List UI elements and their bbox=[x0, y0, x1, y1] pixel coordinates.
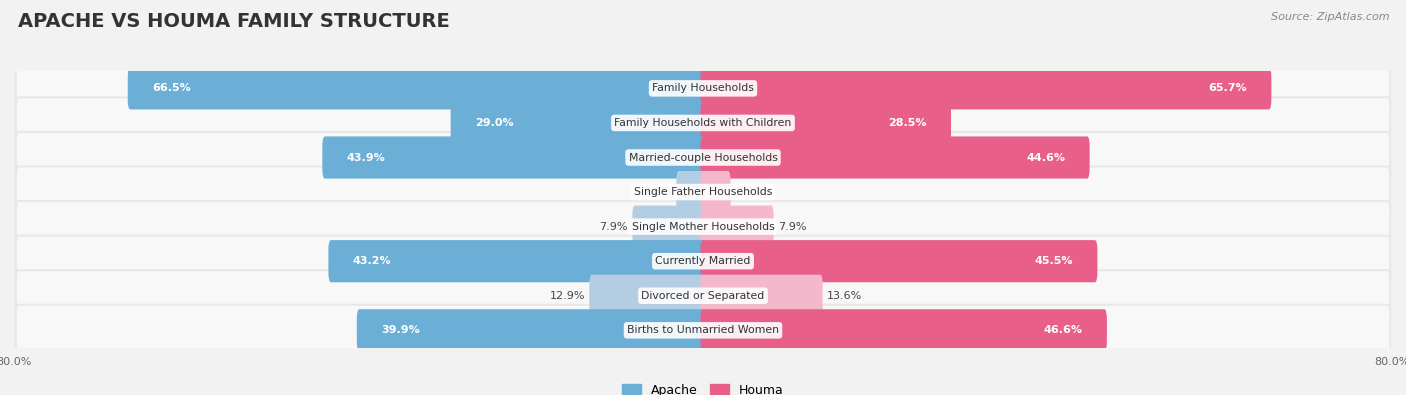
FancyBboxPatch shape bbox=[700, 205, 773, 248]
Text: 13.6%: 13.6% bbox=[827, 291, 862, 301]
FancyBboxPatch shape bbox=[589, 275, 706, 317]
FancyBboxPatch shape bbox=[700, 240, 1098, 282]
Text: 39.9%: 39.9% bbox=[381, 325, 419, 335]
Text: Married-couple Households: Married-couple Households bbox=[628, 152, 778, 162]
Text: 2.9%: 2.9% bbox=[735, 187, 763, 197]
FancyBboxPatch shape bbox=[15, 63, 1391, 114]
Text: Divorced or Separated: Divorced or Separated bbox=[641, 291, 765, 301]
FancyBboxPatch shape bbox=[15, 270, 1391, 322]
Legend: Apache, Houma: Apache, Houma bbox=[617, 379, 789, 395]
Text: 28.5%: 28.5% bbox=[889, 118, 927, 128]
FancyBboxPatch shape bbox=[128, 67, 706, 109]
FancyBboxPatch shape bbox=[700, 275, 823, 317]
Text: Currently Married: Currently Married bbox=[655, 256, 751, 266]
Text: Births to Unmarried Women: Births to Unmarried Women bbox=[627, 325, 779, 335]
Text: 7.9%: 7.9% bbox=[778, 222, 807, 231]
FancyBboxPatch shape bbox=[700, 67, 1271, 109]
FancyBboxPatch shape bbox=[700, 309, 1107, 352]
FancyBboxPatch shape bbox=[700, 136, 1090, 179]
FancyBboxPatch shape bbox=[329, 240, 706, 282]
FancyBboxPatch shape bbox=[15, 97, 1391, 149]
Text: 66.5%: 66.5% bbox=[152, 83, 191, 93]
Text: 43.9%: 43.9% bbox=[346, 152, 385, 162]
FancyBboxPatch shape bbox=[700, 171, 731, 213]
FancyBboxPatch shape bbox=[15, 235, 1391, 287]
Text: 46.6%: 46.6% bbox=[1043, 325, 1083, 335]
Text: Family Households: Family Households bbox=[652, 83, 754, 93]
FancyBboxPatch shape bbox=[15, 132, 1391, 183]
FancyBboxPatch shape bbox=[15, 201, 1391, 252]
FancyBboxPatch shape bbox=[15, 305, 1391, 356]
Text: 2.8%: 2.8% bbox=[644, 187, 672, 197]
Text: 45.5%: 45.5% bbox=[1035, 256, 1073, 266]
Text: APACHE VS HOUMA FAMILY STRUCTURE: APACHE VS HOUMA FAMILY STRUCTURE bbox=[18, 12, 450, 31]
Text: 43.2%: 43.2% bbox=[353, 256, 391, 266]
Text: Single Father Households: Single Father Households bbox=[634, 187, 772, 197]
Text: Single Mother Households: Single Mother Households bbox=[631, 222, 775, 231]
Text: 44.6%: 44.6% bbox=[1026, 152, 1066, 162]
FancyBboxPatch shape bbox=[322, 136, 706, 179]
FancyBboxPatch shape bbox=[15, 167, 1391, 218]
Text: 12.9%: 12.9% bbox=[550, 291, 585, 301]
Text: Source: ZipAtlas.com: Source: ZipAtlas.com bbox=[1271, 12, 1389, 22]
Text: Family Households with Children: Family Households with Children bbox=[614, 118, 792, 128]
Text: 65.7%: 65.7% bbox=[1209, 83, 1247, 93]
FancyBboxPatch shape bbox=[676, 171, 706, 213]
FancyBboxPatch shape bbox=[633, 205, 706, 248]
FancyBboxPatch shape bbox=[451, 102, 706, 144]
Text: 7.9%: 7.9% bbox=[599, 222, 628, 231]
FancyBboxPatch shape bbox=[357, 309, 706, 352]
Text: 29.0%: 29.0% bbox=[475, 118, 513, 128]
FancyBboxPatch shape bbox=[700, 102, 950, 144]
